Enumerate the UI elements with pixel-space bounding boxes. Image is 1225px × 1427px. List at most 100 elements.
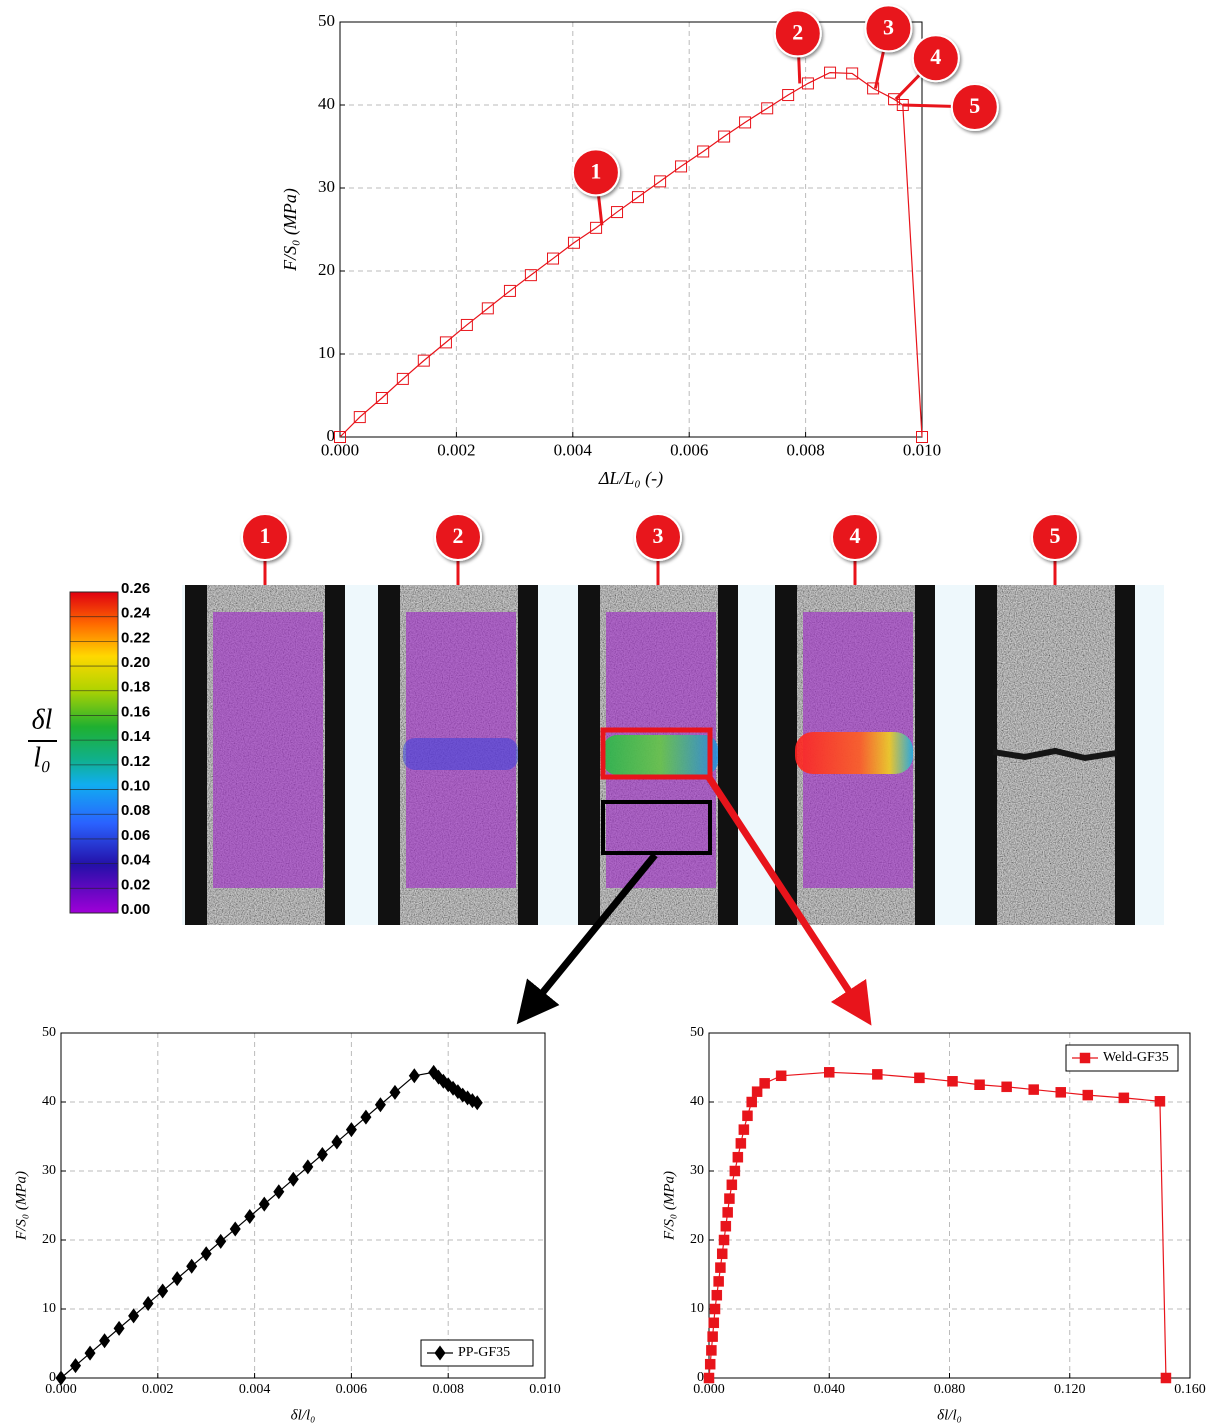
y-tick-label: 20 [690, 1232, 704, 1247]
data-point [171, 1271, 183, 1287]
x-tick-label: 0.006 [336, 1382, 368, 1397]
data-point [55, 1370, 67, 1386]
colorbar-tick-label: 0.20 [121, 654, 150, 671]
strain-overlay [213, 612, 323, 888]
colorbar-tick-label: 0.26 [121, 580, 150, 597]
data-point [739, 116, 752, 129]
data-point [360, 1109, 372, 1125]
y-tick-label: 10 [318, 343, 335, 362]
x-tick-label: 0.080 [934, 1382, 966, 1397]
snapshot-label: 1 [260, 523, 271, 548]
plot-frame [708, 1032, 1191, 1379]
y-tick-label: 10 [42, 1301, 56, 1316]
data-point [782, 89, 795, 102]
x-tick-label: 0.008 [432, 1382, 464, 1397]
colorbar-tick-label: 0.14 [121, 728, 151, 745]
annotation-label: 5 [969, 93, 980, 118]
annotation-label: 4 [930, 44, 941, 69]
data-point [974, 1079, 985, 1090]
data-point [732, 1151, 744, 1163]
data-point [824, 66, 837, 79]
data-point [715, 1262, 726, 1273]
data-point [711, 1289, 723, 1301]
data-point [872, 1069, 883, 1080]
colorbar-tick-label: 0.08 [121, 802, 150, 819]
data-point [460, 318, 473, 331]
series-line [60, 1071, 478, 1379]
data-point [471, 1095, 483, 1111]
colorbar-tick-label: 0.10 [121, 778, 150, 795]
x-tick-label: 0.006 [670, 440, 708, 459]
x-tick-label: 0.000 [321, 440, 359, 459]
data-point [334, 431, 346, 443]
data-point [729, 1165, 741, 1177]
data-point [547, 252, 560, 265]
data-point [1154, 1096, 1166, 1107]
data-point [704, 1358, 716, 1370]
data-point [481, 302, 494, 315]
arrow-to-weld-chart [705, 774, 872, 1026]
data-point [258, 1196, 270, 1212]
data-point [375, 391, 388, 404]
colorbar-tick-label: 0.12 [121, 753, 150, 770]
y-axis-label: F/S₀ (MPa) [13, 1171, 29, 1241]
snapshot-label: 5 [1050, 523, 1061, 548]
annotation-label: 3 [883, 14, 894, 39]
colorbar-label-denominator: l₀ [33, 742, 51, 773]
data-point [200, 1246, 212, 1262]
y-tick-label: 20 [42, 1232, 56, 1247]
data-point [761, 102, 774, 115]
snapshot-label: 4 [850, 523, 861, 548]
strain-band [795, 732, 913, 774]
annotation-label: 1 [590, 158, 601, 183]
data-point [1001, 1081, 1012, 1093]
y-axis-label: F/S₀ (MPa) [661, 1171, 677, 1241]
colorbar-tick-label: 0.18 [121, 679, 150, 696]
data-point [707, 1331, 718, 1342]
colorbar-tick-label: 0.00 [121, 901, 150, 918]
y-tick-label: 0 [697, 1370, 704, 1385]
data-point [738, 1124, 750, 1135]
data-point [157, 1283, 169, 1299]
strain-band [403, 738, 518, 770]
y-tick-label: 50 [42, 1025, 56, 1040]
snapshot-badge [1031, 513, 1079, 561]
colorbar [69, 591, 119, 914]
y-tick-label: 0 [49, 1370, 56, 1385]
data-point [331, 1134, 343, 1150]
legend-swatch [434, 1345, 446, 1361]
data-point [1160, 1372, 1172, 1384]
data-point [567, 236, 580, 249]
x-tick-label: 0.120 [1054, 1382, 1086, 1397]
snapshot-badge [634, 513, 682, 561]
series-line [339, 72, 923, 438]
x-tick-label: 0.040 [814, 1382, 846, 1397]
data-point [718, 130, 731, 143]
data-point [439, 336, 452, 349]
data-point [396, 372, 409, 385]
data-point [316, 1146, 328, 1162]
data-point [417, 354, 430, 367]
data-point [590, 221, 603, 234]
plot-frame [339, 21, 923, 438]
data-point [706, 1345, 717, 1356]
x-axis-label: δl/l₀ [937, 1407, 962, 1423]
data-point [1118, 1092, 1130, 1104]
data-point [287, 1171, 299, 1187]
x-tick-label: 0.000 [693, 1382, 725, 1397]
data-point [1055, 1087, 1066, 1098]
x-tick-label: 0.004 [239, 1382, 271, 1397]
data-point [720, 1220, 732, 1232]
data-point [1082, 1089, 1094, 1101]
y-tick-label: 10 [690, 1301, 704, 1316]
snapshot-badge [434, 513, 482, 561]
legend-label: Weld-GF35 [1103, 1050, 1169, 1065]
base-zone-box [601, 800, 712, 855]
data-point [713, 1276, 724, 1287]
data-point [273, 1184, 285, 1200]
data-point [708, 1317, 720, 1329]
data-point [84, 1345, 96, 1361]
data-point [703, 1372, 715, 1384]
y-tick-label: 40 [42, 1094, 56, 1109]
